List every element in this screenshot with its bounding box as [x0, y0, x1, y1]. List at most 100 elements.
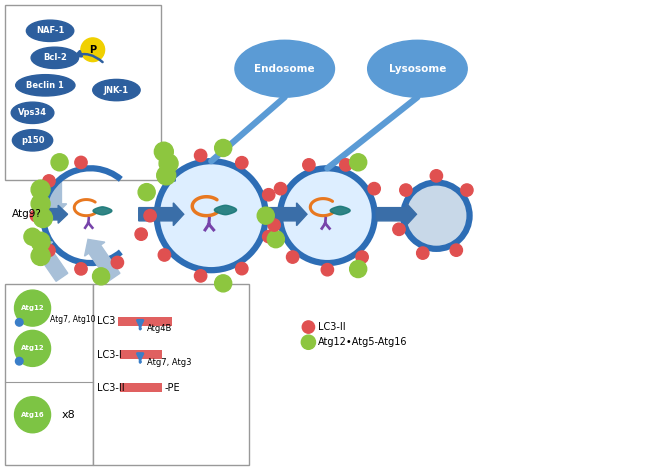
Circle shape	[302, 335, 315, 349]
Circle shape	[34, 209, 53, 228]
Text: Atg4B: Atg4B	[148, 325, 173, 333]
Circle shape	[16, 319, 23, 326]
FancyArrow shape	[138, 203, 184, 226]
FancyArrow shape	[38, 180, 67, 218]
Circle shape	[403, 182, 469, 249]
Circle shape	[280, 168, 375, 263]
FancyArrow shape	[164, 166, 177, 181]
Circle shape	[356, 251, 369, 263]
Circle shape	[287, 251, 299, 263]
Circle shape	[51, 154, 68, 171]
Text: p150: p150	[21, 136, 44, 145]
Ellipse shape	[27, 20, 74, 42]
Circle shape	[135, 228, 148, 240]
Circle shape	[461, 184, 473, 196]
Circle shape	[43, 175, 55, 187]
Text: Atg7, Atg3: Atg7, Atg3	[148, 358, 192, 366]
Circle shape	[31, 232, 50, 251]
FancyBboxPatch shape	[5, 5, 161, 180]
Circle shape	[194, 149, 207, 162]
Circle shape	[111, 256, 124, 269]
Circle shape	[417, 247, 429, 259]
FancyArrow shape	[84, 239, 120, 281]
Text: x8: x8	[62, 410, 75, 420]
Ellipse shape	[235, 40, 335, 97]
Circle shape	[81, 38, 105, 62]
Ellipse shape	[31, 47, 79, 69]
Polygon shape	[214, 205, 237, 215]
Circle shape	[430, 170, 443, 182]
Circle shape	[257, 207, 274, 224]
FancyBboxPatch shape	[5, 284, 93, 465]
Text: Atg12: Atg12	[21, 305, 44, 311]
Text: Lysosome: Lysosome	[389, 64, 446, 74]
Circle shape	[236, 263, 248, 275]
Circle shape	[138, 183, 155, 201]
Text: Bcl-2: Bcl-2	[43, 54, 67, 62]
Text: Beclin 1: Beclin 1	[27, 81, 64, 90]
Circle shape	[24, 228, 41, 245]
Circle shape	[14, 397, 51, 433]
Circle shape	[92, 268, 110, 285]
Text: Endosome: Endosome	[254, 64, 315, 74]
Circle shape	[350, 154, 367, 171]
Text: Atg7, Atg10: Atg7, Atg10	[50, 316, 96, 324]
Ellipse shape	[368, 40, 467, 97]
Circle shape	[236, 156, 248, 169]
Circle shape	[263, 230, 275, 243]
Ellipse shape	[93, 79, 140, 101]
FancyBboxPatch shape	[120, 383, 162, 392]
Circle shape	[302, 321, 315, 333]
Text: LC3: LC3	[98, 316, 116, 327]
Text: -PE: -PE	[165, 383, 181, 393]
Circle shape	[75, 263, 87, 275]
Circle shape	[303, 159, 315, 171]
FancyBboxPatch shape	[118, 317, 172, 326]
FancyBboxPatch shape	[120, 350, 162, 359]
Polygon shape	[330, 206, 350, 215]
FancyArrow shape	[39, 205, 68, 223]
FancyArrow shape	[376, 203, 417, 226]
Circle shape	[30, 210, 42, 222]
Ellipse shape	[12, 130, 53, 151]
Text: LC3-II: LC3-II	[318, 322, 346, 332]
Text: JNK-1: JNK-1	[104, 86, 129, 94]
Text: NAF-1: NAF-1	[36, 27, 64, 35]
Text: LC3-I: LC3-I	[98, 349, 122, 360]
Circle shape	[14, 330, 51, 366]
FancyArrow shape	[266, 203, 307, 226]
Circle shape	[159, 154, 178, 173]
Circle shape	[340, 159, 352, 171]
Circle shape	[31, 194, 50, 213]
Circle shape	[14, 290, 51, 326]
Circle shape	[16, 357, 23, 365]
Text: LC3-II: LC3-II	[98, 383, 125, 393]
Circle shape	[214, 139, 231, 156]
Circle shape	[263, 189, 275, 201]
Circle shape	[400, 184, 412, 196]
Text: Atg12•Atg5-Atg16: Atg12•Atg5-Atg16	[318, 337, 408, 347]
Text: Atg12: Atg12	[21, 346, 44, 351]
Circle shape	[158, 249, 170, 261]
Circle shape	[154, 142, 174, 161]
Ellipse shape	[16, 75, 75, 96]
Text: Vps34: Vps34	[18, 109, 47, 117]
Ellipse shape	[11, 102, 54, 124]
Circle shape	[31, 246, 50, 265]
FancyArrow shape	[32, 239, 68, 281]
Circle shape	[157, 161, 266, 270]
Circle shape	[350, 261, 367, 278]
Circle shape	[43, 244, 55, 256]
Circle shape	[75, 156, 87, 169]
Circle shape	[158, 170, 170, 182]
Text: Atg16: Atg16	[21, 412, 44, 418]
Circle shape	[144, 210, 156, 222]
Circle shape	[214, 275, 231, 292]
Circle shape	[274, 182, 287, 195]
Text: Atg9?: Atg9?	[12, 209, 42, 219]
Circle shape	[450, 244, 462, 256]
Circle shape	[393, 223, 405, 236]
Circle shape	[194, 270, 207, 282]
Circle shape	[31, 180, 50, 199]
Circle shape	[267, 231, 284, 248]
